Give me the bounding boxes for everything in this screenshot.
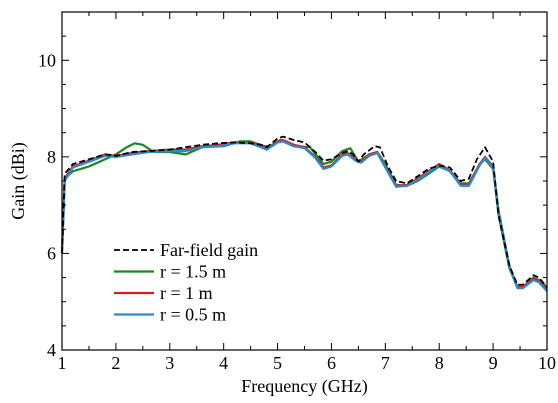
legend-entry-label: r = 1.5 m <box>160 262 226 282</box>
ticks-layer: 1 2 3 4 5 6 7 8 9 10 4 6 8 10 <box>38 11 556 373</box>
x-tick-label: 1 <box>58 353 67 373</box>
y-tick-label: 6 <box>47 243 56 263</box>
x-tick-label: 10 <box>538 353 556 373</box>
x-tick-label: 5 <box>273 353 282 373</box>
series-line-1 <box>61 135 548 288</box>
x-tick-label: 6 <box>327 353 336 373</box>
series-layer <box>60 135 548 292</box>
x-axis-label: Frequency (GHz) <box>241 376 367 397</box>
x-tick-label: 9 <box>489 353 498 373</box>
x-tick-label: 7 <box>381 353 390 373</box>
x-tick-label: 3 <box>165 353 174 373</box>
x-tick-label: 8 <box>435 353 444 373</box>
y-axis-label: Gain (dBi) <box>8 142 29 219</box>
legend-entry-label: Far-field gain <box>160 240 258 260</box>
legend-entry-label: r = 1 m <box>160 283 213 303</box>
y-tick-label: 8 <box>47 147 56 167</box>
y-tick-label: 4 <box>47 340 56 360</box>
x-tick-label: 2 <box>111 353 120 373</box>
series-line-4 <box>60 140 548 292</box>
legend-entry-label: r = 0.5 m <box>160 305 226 325</box>
y-tick-label: 10 <box>38 50 56 70</box>
x-tick-label: 4 <box>219 353 228 373</box>
